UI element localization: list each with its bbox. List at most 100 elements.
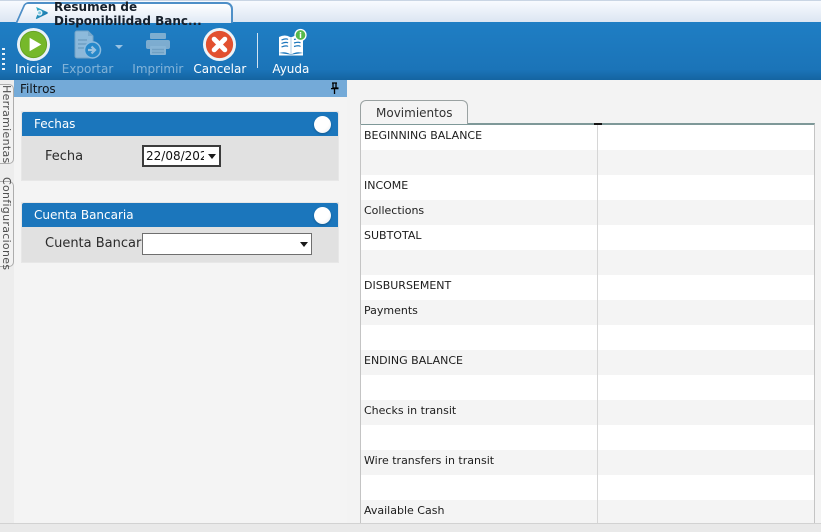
row-amount-cell[interactable] <box>598 275 814 300</box>
cuenta-bancaria-dropdown[interactable] <box>142 233 312 255</box>
filters-panel-header: Filtros <box>14 80 347 97</box>
play-icon <box>16 27 51 62</box>
sidebar-tab-herramientas[interactable]: Herramientas <box>0 84 14 164</box>
row-concept-cell[interactable]: Wire transfers in transit <box>361 450 598 475</box>
row-amount-cell[interactable] <box>598 375 814 400</box>
table-row <box>361 325 814 350</box>
fecha-field-label: Fecha <box>45 149 84 164</box>
cancelar-button[interactable]: Cancelar <box>188 25 251 78</box>
ayuda-label: Ayuda <box>272 62 310 76</box>
row-concept-cell[interactable] <box>361 325 598 350</box>
document-tab-title: Resumen de Disponibilidad Banc... <box>54 0 202 28</box>
row-concept-cell[interactable]: SUBTOTAL <box>361 225 598 250</box>
table-row: Wire transfers in transit <box>361 450 814 475</box>
main-area: Movimientos BEGINNING BALANCE INCOME Col… <box>347 80 821 532</box>
pin-icon[interactable] <box>329 82 340 95</box>
ayuda-button[interactable]: i Ayuda <box>267 25 314 78</box>
row-amount-cell[interactable] <box>598 425 814 450</box>
table-row: SUBTOTAL <box>361 225 814 250</box>
row-concept-cell[interactable] <box>361 250 598 275</box>
filters-panel-title: Filtros <box>20 81 56 96</box>
imprimir-label: Imprimir <box>132 62 184 76</box>
row-concept-cell[interactable]: Collections <box>361 200 598 225</box>
cancel-icon <box>202 27 237 62</box>
table-row: INCOME <box>361 175 814 200</box>
row-amount-cell[interactable] <box>598 325 814 350</box>
table-row <box>361 475 814 500</box>
report-icon <box>34 6 49 21</box>
table-row: BEGINNING BALANCE <box>361 125 814 150</box>
export-document-icon <box>71 27 103 62</box>
table-row <box>361 250 814 275</box>
filter-group-fechas: Fechas Fecha 22/08/2024 <box>22 112 338 180</box>
table-row <box>361 375 814 400</box>
row-concept-cell[interactable]: Available Cash <box>361 500 598 525</box>
printer-icon <box>142 27 174 62</box>
sidebar-tab-configuraciones[interactable]: Configuraciones <box>0 177 14 271</box>
document-tabbar: Resumen de Disponibilidad Banc... <box>0 0 821 28</box>
cuenta-toggle-circle[interactable] <box>314 206 331 224</box>
table-row: ENDING BALANCE <box>361 350 814 375</box>
table-row: Collections <box>361 200 814 225</box>
fechas-group-header[interactable]: Fechas <box>22 112 338 136</box>
table-row: Available Cash <box>361 500 814 525</box>
row-amount-cell[interactable] <box>598 300 814 325</box>
row-amount-cell[interactable] <box>598 200 814 225</box>
row-concept-cell[interactable]: INCOME <box>361 175 598 200</box>
fechas-group-body: Fecha 22/08/2024 <box>22 136 338 180</box>
cancelar-label: Cancelar <box>193 62 247 76</box>
document-tab[interactable]: Resumen de Disponibilidad Banc... <box>28 0 233 28</box>
tab-movimientos[interactable]: Movimientos <box>360 100 469 124</box>
exportar-button[interactable]: Exportar <box>57 25 119 78</box>
row-amount-cell[interactable] <box>598 250 814 275</box>
fechas-toggle-circle[interactable] <box>314 115 331 133</box>
imprimir-button[interactable]: Imprimir <box>127 25 188 78</box>
left-rail: Herramientas Configuraciones <box>0 80 14 532</box>
row-concept-cell[interactable]: Payments <box>361 300 598 325</box>
table-row <box>361 150 814 175</box>
row-concept-cell[interactable]: ENDING BALANCE <box>361 350 598 375</box>
chevron-down-icon[interactable] <box>296 234 311 254</box>
row-concept-cell[interactable] <box>361 375 598 400</box>
toolbar: Iniciar Exportar <box>0 22 821 80</box>
exportar-label: Exportar <box>61 62 114 76</box>
cuenta-group-body: Cuenta Bancaria <box>22 227 338 262</box>
iniciar-button[interactable]: Iniciar <box>10 25 57 78</box>
svg-text:i: i <box>299 31 302 40</box>
help-book-icon: i <box>274 27 308 62</box>
filter-group-cuenta-bancaria: Cuenta Bancaria Cuenta Bancaria <box>22 203 338 262</box>
row-amount-cell[interactable] <box>598 125 814 150</box>
toolbar-separator <box>257 33 259 68</box>
filters-panel: Filtros Fechas Fecha 22/08/2024 <box>14 80 347 523</box>
table-row: DISBURSEMENT <box>361 275 814 300</box>
table-row: Checks in transit <box>361 400 814 425</box>
row-concept-cell[interactable]: Checks in transit <box>361 400 598 425</box>
cuenta-group-header[interactable]: Cuenta Bancaria <box>22 203 338 227</box>
row-amount-cell[interactable] <box>598 500 814 525</box>
bottom-strip <box>0 523 821 532</box>
row-amount-cell[interactable] <box>598 175 814 200</box>
row-concept-cell[interactable]: BEGINNING BALANCE <box>361 125 598 150</box>
cuenta-field-label: Cuenta Bancaria <box>45 236 153 251</box>
row-concept-cell[interactable] <box>361 425 598 450</box>
chevron-down-icon[interactable] <box>204 147 219 165</box>
iniciar-label: Iniciar <box>15 62 52 76</box>
fecha-date-dropdown[interactable]: 22/08/2024 <box>142 145 221 167</box>
row-amount-cell[interactable] <box>598 350 814 375</box>
toolbar-grip[interactable] <box>2 48 5 73</box>
movimientos-grid: BEGINNING BALANCE INCOME Collections SUB… <box>360 123 815 526</box>
row-amount-cell[interactable] <box>598 150 814 175</box>
row-amount-cell[interactable] <box>598 400 814 425</box>
row-concept-cell[interactable]: DISBURSEMENT <box>361 275 598 300</box>
cuenta-group-title: Cuenta Bancaria <box>34 208 134 222</box>
row-concept-cell[interactable] <box>361 150 598 175</box>
table-row: Payments <box>361 300 814 325</box>
exportar-dropdown-caret-icon[interactable] <box>115 45 124 53</box>
fecha-date-value: 22/08/2024 <box>146 149 204 163</box>
row-amount-cell[interactable] <box>598 225 814 250</box>
row-amount-cell[interactable] <box>598 475 814 500</box>
row-concept-cell[interactable] <box>361 475 598 500</box>
fechas-group-title: Fechas <box>34 117 76 131</box>
row-amount-cell[interactable] <box>598 450 814 475</box>
